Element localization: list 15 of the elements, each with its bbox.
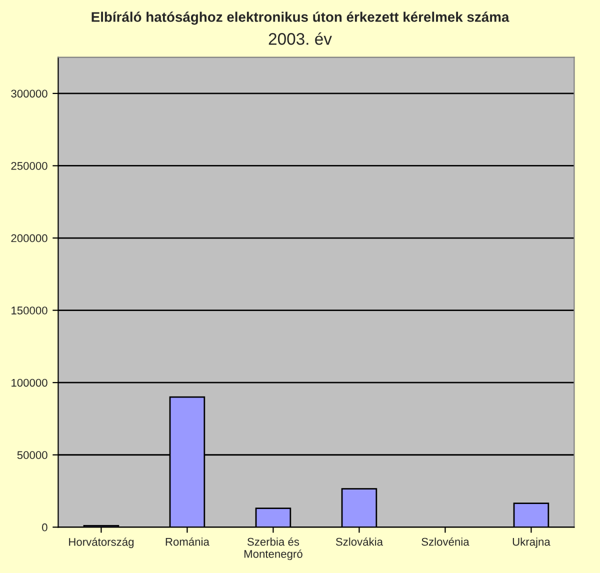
y-tick-label: 250000 <box>11 162 48 170</box>
chart-title: Elbíráló hatósághoz elektronikus úton érkezett kérelmek száma <box>92 12 510 25</box>
x-tick-label: Románia <box>166 537 210 546</box>
y-tick-label: 50000 <box>17 451 48 460</box>
y-tick-label: 150000 <box>12 306 48 314</box>
chart-subtitle: 2003. év <box>268 32 332 45</box>
x-tick-label: Szlovénia <box>422 537 470 546</box>
x-tick-label: Horvátország <box>69 538 134 548</box>
y-tick-label: 0 <box>42 523 48 532</box>
y-tick-label: 300000 <box>11 90 48 98</box>
y-tick-label: 100000 <box>12 378 48 387</box>
x-tick-label: Szlovákia <box>336 537 383 546</box>
y-tick-label: 200000 <box>11 234 48 242</box>
x-tick-label: Ukrajna <box>512 538 550 548</box>
x-tick-label: Szerbia és Montenegró <box>244 537 302 560</box>
